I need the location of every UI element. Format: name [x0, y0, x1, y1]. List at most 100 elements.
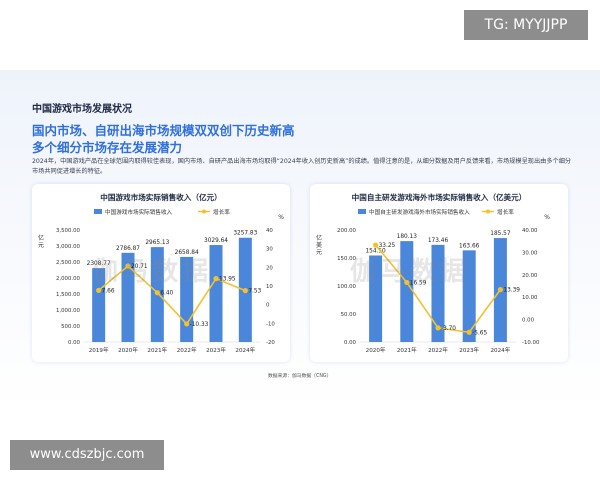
y-tick-label: 100.00 [337, 284, 356, 290]
y-tick-label: 3,000.00 [56, 244, 81, 250]
bar-value-label: 185.57 [490, 231, 511, 237]
x-tick-label: 2021年 [147, 346, 167, 354]
x-tick-label: 2022年 [177, 346, 197, 354]
x-tick-label: 2020年 [366, 346, 386, 354]
headline-line-2: 多个细分市场存在发展潜力 [32, 140, 183, 155]
y2-axis-label: % [278, 214, 284, 221]
growth-point [404, 279, 410, 286]
legend-label-line: 增长率 [497, 208, 514, 216]
chart-title: 中国自主研发游戏海外市场实际销售收入（亿美元） [351, 193, 527, 202]
legend-label-bar: 中国游戏市场实际销售收入 [105, 208, 173, 216]
y-tick-label: 0.00 [344, 340, 357, 346]
chart-legend: 中国自主研发游戏海外市场实际销售收入 增长率 [358, 208, 514, 216]
legend-swatch-marker [202, 209, 206, 214]
y-tick-label: 2,500.00 [56, 260, 81, 266]
y2-tick-label: 30.00 [522, 250, 538, 256]
y-axis-label: 亿美元 [316, 234, 322, 256]
legend-swatch-bar [94, 209, 102, 214]
growth-value-label: 7.66 [102, 288, 115, 294]
bar-value-label: 154.50 [365, 248, 386, 254]
chart-card-overseas: 中国自主研发游戏海外市场实际销售收入（亿美元） 中国自主研发游戏海外市场实际销售… [310, 184, 568, 362]
growth-point [96, 287, 102, 293]
y-axis-label-char: 元 [316, 249, 322, 256]
growth-point [466, 329, 472, 335]
growth-value-label: 6.40 [160, 291, 173, 297]
bar-value-label: 3257.83 [233, 231, 257, 237]
bar [462, 250, 476, 342]
headline: 国内市场、自研出海市场规模双双创下历史新高 多个细分市场存在发展潜力 [32, 122, 295, 156]
y2-tick-label: 20 [266, 265, 273, 271]
y2-tick-label: 30 [266, 247, 273, 253]
watermark-tag: TG: MYYJJPP [464, 10, 588, 40]
legend-label-bar: 中国自主研发游戏海外市场实际销售收入 [369, 208, 470, 216]
chart-title: 中国游戏市场实际销售收入（亿元） [100, 193, 222, 202]
y-tick-label: 2,000.00 [56, 276, 81, 282]
y-tick-label: 50.00 [341, 312, 357, 318]
section-title: 中国游戏市场发展状况 [32, 104, 132, 115]
x-tick-label: 2023年 [459, 346, 479, 354]
growth-value-label: 16.59 [410, 280, 427, 286]
x-tick-label: 2022年 [428, 346, 448, 354]
y-axis-label-char: 美 [316, 241, 322, 249]
bar [369, 255, 383, 342]
growth-point [373, 242, 379, 248]
y2-tick-label: 0 [266, 303, 270, 309]
bar-value-label: 3029.64 [204, 238, 228, 244]
y2-tick-label: -10.00 [522, 340, 540, 346]
y-tick-label: 3,500.00 [56, 228, 81, 234]
bar-value-label: 2308.77 [87, 261, 111, 267]
y-tick-label: 1,500.00 [56, 292, 81, 298]
bar-value-label: 2786.87 [116, 246, 140, 252]
growth-point [125, 263, 131, 269]
y2-tick-label: 0.00 [522, 318, 535, 324]
growth-value-label: -10.33 [190, 322, 209, 328]
data-source: 数据来源：伽马数据（CNG） [268, 374, 332, 379]
growth-point [242, 288, 248, 294]
legend-label-line: 增长率 [213, 208, 230, 216]
y2-tick-label: 20.00 [522, 273, 538, 279]
growth-value-label: 20.71 [131, 264, 148, 270]
chart-card-domestic: 中国游戏市场实际销售收入（亿元） 中国游戏市场实际销售收入 增长率亿元% 0.00 5… [32, 184, 290, 362]
growth-point [435, 325, 441, 331]
growth-point [184, 321, 190, 327]
bar [209, 245, 223, 342]
y-axis-label-char: 亿 [316, 234, 322, 242]
bar-value-label: 180.13 [397, 234, 418, 240]
growth-point [154, 290, 160, 296]
x-tick-label: 2024年 [235, 346, 255, 354]
y-tick-label: 0.00 [68, 340, 81, 346]
headline-line-1: 国内市场、自研出海市场规模双双创下历史新高 [32, 123, 295, 138]
y2-axis-label: % [544, 214, 550, 221]
intro-paragraph: 2024年，中国游戏产品在全球范围内取得较佳表现，国内市场、自研产品出海市场均取… [32, 158, 572, 175]
y-tick-label: 150.00 [337, 256, 356, 262]
watermark-site: www.cdszbjc.com [10, 440, 164, 470]
bar-value-label: 173.46 [428, 238, 449, 244]
legend-swatch-marker [486, 209, 490, 214]
legend-swatch-bar [358, 209, 366, 214]
y-tick-label: 500.00 [61, 324, 80, 330]
ghost-watermark: 伽马数据 [92, 257, 212, 287]
bar-value-label: 163.66 [459, 243, 480, 249]
growth-value-label: 13.95 [219, 277, 236, 283]
y2-tick-label: -10 [266, 321, 275, 327]
growth-point [497, 287, 503, 293]
x-tick-label: 2020年 [118, 346, 138, 354]
x-tick-label: 2023年 [206, 346, 226, 354]
y2-tick-label: 10.00 [522, 295, 538, 301]
y2-tick-label: -20 [266, 340, 275, 346]
growth-value-label: 13.39 [503, 288, 520, 294]
bar-value-label: 2658.84 [175, 250, 199, 256]
growth-value-label: -5.65 [472, 330, 487, 336]
y-axis-label-char: 亿 [38, 234, 44, 242]
y2-tick-label: 40.00 [522, 228, 538, 234]
bar [121, 252, 135, 342]
growth-point [213, 276, 219, 282]
y-axis-label-char: 元 [38, 242, 44, 249]
ghost-watermark: 伽马数据 [350, 257, 470, 287]
growth-value-label: 33.25 [379, 243, 396, 249]
growth-line [98, 264, 246, 326]
x-tick-label: 2019年 [89, 346, 109, 354]
growth-value-label: -3.70 [441, 326, 456, 332]
